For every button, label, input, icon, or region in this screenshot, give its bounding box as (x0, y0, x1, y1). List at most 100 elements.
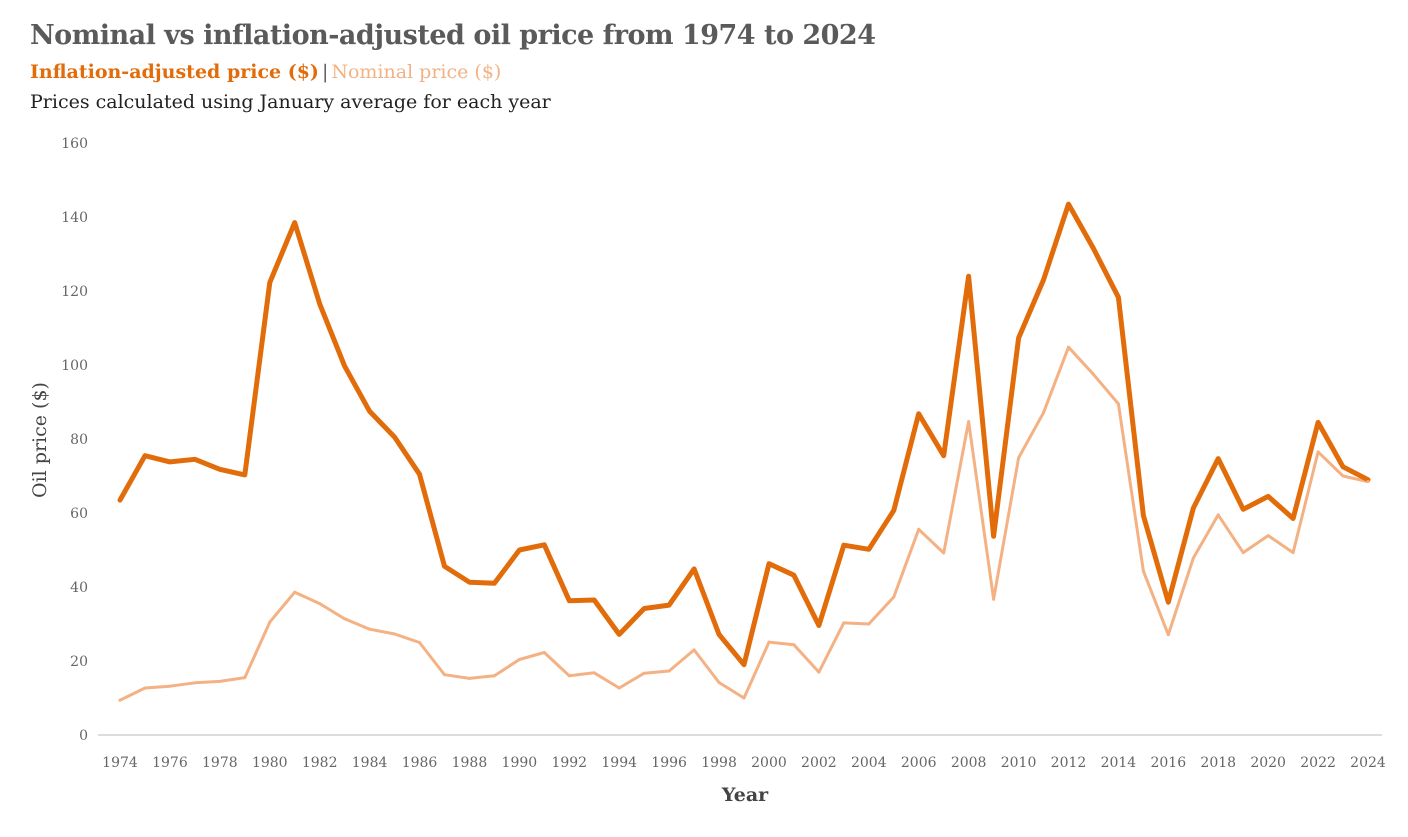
data-point-inflation-adjusted (767, 562, 771, 566)
data-point-inflation-adjusted (1341, 465, 1345, 469)
series-points-nominal (118, 345, 1370, 702)
data-point-nominal (617, 686, 621, 690)
x-tick-label: 2022 (1300, 755, 1336, 771)
data-point-nominal (1166, 633, 1170, 637)
data-point-nominal (467, 676, 471, 680)
data-point-nominal (1091, 372, 1095, 376)
data-point-nominal (418, 641, 422, 644)
data-point-nominal (293, 590, 297, 594)
data-point-nominal (592, 671, 596, 675)
data-point-inflation-adjusted (717, 632, 721, 636)
legend-separator: | (321, 61, 329, 83)
data-point-inflation-adjusted (1042, 278, 1046, 282)
data-point-inflation-adjusted (617, 632, 621, 636)
data-point-inflation-adjusted (318, 302, 322, 306)
data-point-inflation-adjusted (742, 663, 746, 667)
data-point-inflation-adjusted (418, 472, 422, 476)
x-tick-label: 1998 (701, 755, 737, 771)
data-point-inflation-adjusted (992, 534, 996, 538)
data-point-inflation-adjusted (792, 573, 796, 577)
x-tick-label: 1974 (102, 755, 138, 771)
data-point-inflation-adjusted (642, 606, 646, 610)
data-point-inflation-adjusted (393, 435, 397, 439)
chart-subtitle: Prices calculated using January average … (30, 91, 551, 113)
data-point-nominal (1341, 474, 1345, 478)
data-point-inflation-adjusted (817, 623, 821, 627)
x-tick-label: 1996 (651, 755, 687, 771)
data-point-inflation-adjusted (1116, 295, 1120, 299)
data-point-inflation-adjusted (667, 603, 671, 607)
data-point-inflation-adjusted (1216, 457, 1220, 461)
data-point-nominal (792, 643, 796, 647)
data-point-nominal (1066, 345, 1070, 349)
x-tick-label: 1978 (202, 755, 238, 771)
data-point-nominal (1291, 551, 1295, 555)
x-tick-label: 1982 (302, 755, 338, 771)
data-point-inflation-adjusted (243, 473, 247, 477)
data-point-nominal (193, 681, 197, 685)
data-point-inflation-adjusted (143, 454, 147, 458)
data-point-nominal (642, 671, 646, 675)
x-tick-label: 1988 (452, 755, 488, 771)
legend-inflation-adjusted: Inflation-adjusted price ($) (30, 61, 319, 83)
data-point-nominal (1316, 450, 1320, 454)
x-tick-label: 2006 (901, 755, 937, 771)
data-point-nominal (1241, 551, 1245, 555)
data-point-nominal (492, 674, 496, 678)
x-tick-label: 1980 (252, 755, 288, 771)
x-axis-title: Year (721, 784, 769, 806)
data-point-nominal (1216, 513, 1220, 517)
data-point-nominal (218, 679, 222, 683)
data-point-nominal (517, 658, 521, 662)
data-point-inflation-adjusted (917, 412, 921, 416)
y-tick-label: 40 (70, 580, 88, 596)
data-point-nominal (1191, 556, 1195, 560)
data-point-nominal (892, 595, 896, 599)
y-tick-label: 80 (70, 432, 88, 448)
data-point-nominal (817, 670, 821, 674)
data-point-nominal (1266, 534, 1270, 538)
data-point-nominal (867, 622, 871, 626)
data-point-inflation-adjusted (368, 409, 372, 413)
x-tick-label: 2000 (751, 755, 787, 771)
legend: Inflation-adjusted price ($) | Nominal pri… (30, 61, 501, 83)
legend-nominal: Nominal price ($) (331, 61, 502, 83)
data-point-nominal (967, 420, 971, 424)
x-tick-label: 1994 (601, 755, 637, 771)
data-point-nominal (942, 551, 946, 555)
data-point-inflation-adjusted (842, 543, 846, 547)
series-line-nominal (118, 345, 1370, 702)
data-point-inflation-adjusted (442, 564, 446, 568)
x-tick-label: 2018 (1200, 755, 1236, 771)
data-point-nominal (118, 698, 122, 702)
data-point-inflation-adjusted (967, 274, 971, 278)
y-tick-label: 60 (70, 506, 88, 522)
data-point-nominal (717, 680, 721, 684)
x-tick-label: 2010 (1001, 755, 1037, 771)
x-tick-label: 1986 (402, 755, 438, 771)
data-point-inflation-adjusted (492, 581, 496, 585)
x-tick-label: 1976 (152, 755, 188, 771)
data-point-inflation-adjusted (1017, 336, 1021, 340)
data-point-nominal (318, 602, 322, 606)
data-point-nominal (1366, 480, 1370, 484)
data-point-nominal (243, 676, 247, 680)
data-point-nominal (567, 674, 571, 678)
data-point-inflation-adjusted (567, 599, 571, 603)
data-point-inflation-adjusted (1266, 494, 1270, 498)
y-tick-label: 20 (70, 654, 88, 670)
data-point-nominal (917, 527, 921, 531)
x-tick-label: 2002 (801, 755, 837, 771)
x-tick-label: 2016 (1150, 755, 1186, 771)
x-tick-label: 2012 (1051, 755, 1087, 771)
x-axis-ticks: 1974 1976 1978 1980 1982 1984 1986 1988 1990 1992… (102, 755, 1386, 771)
x-tick-label: 1992 (551, 755, 587, 771)
data-point-nominal (442, 673, 446, 677)
data-point-nominal (1116, 402, 1120, 406)
data-point-nominal (1141, 569, 1145, 573)
data-point-inflation-adjusted (942, 454, 946, 458)
data-point-inflation-adjusted (592, 598, 596, 602)
x-tick-label: 2020 (1250, 755, 1286, 771)
data-point-inflation-adjusted (517, 548, 521, 552)
